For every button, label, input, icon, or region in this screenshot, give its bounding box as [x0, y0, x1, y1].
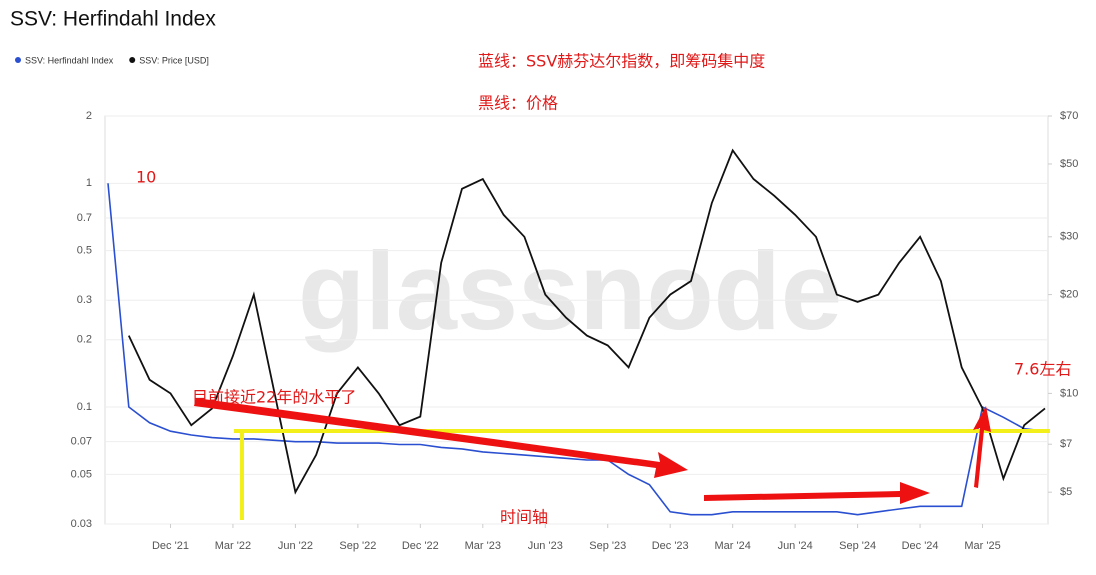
legend-marker [15, 57, 21, 63]
annotation: 目前接近22年的水平了 [192, 388, 356, 407]
y-tick-label: 0.03 [71, 518, 92, 530]
y2-tick-label: $5 [1060, 486, 1072, 498]
x-tick-label: Dec '22 [402, 540, 439, 552]
x-tick-label: Sep '23 [589, 540, 626, 552]
y2-tick-label: $10 [1060, 387, 1078, 399]
arrow [194, 398, 688, 478]
legend-label: SSV: Price [USD] [139, 55, 209, 65]
y-tick-label: 0.3 [77, 294, 92, 306]
x-tick-label: Dec '24 [902, 540, 939, 552]
y-tick-label: 2 [86, 110, 92, 122]
y-tick-label: 0.2 [77, 334, 92, 346]
y-tick-label: 0.5 [77, 245, 92, 257]
x-tick-label: Mar '23 [465, 540, 501, 552]
annotation: 10 [136, 168, 156, 187]
x-tick-label: Dec '21 [152, 540, 189, 552]
annotation: 时间轴 [500, 508, 548, 527]
x-tick-label: Mar '24 [714, 540, 750, 552]
arrow [973, 406, 991, 488]
legend-marker [129, 57, 136, 63]
y-tick-label: 1 [86, 177, 92, 189]
legend-label: SSV: Herfindahl Index [25, 55, 114, 65]
arrow [704, 482, 930, 504]
y2-tick-label: $30 [1060, 231, 1078, 243]
x-tick-label: Jun '23 [528, 540, 563, 552]
watermark: glassnode [298, 230, 842, 353]
y-tick-label: 0.07 [71, 436, 92, 448]
y-tick-label: 0.1 [77, 401, 92, 413]
chart-title: SSV: Herfindahl Index [10, 8, 216, 31]
series-line [107, 183, 1046, 516]
x-tick-label: Sep '24 [839, 540, 876, 552]
y2-tick-label: $50 [1060, 158, 1078, 170]
annotation: 7.6左右 [1014, 360, 1071, 379]
y-tick-label: 0.7 [77, 212, 92, 224]
annotation: 蓝线：SSV赫芬达尔指数，即筹码集中度 [478, 52, 765, 71]
x-tick-label: Mar '22 [215, 540, 251, 552]
series-line [127, 148, 1046, 495]
x-tick-label: Dec '23 [652, 540, 689, 552]
x-tick-label: Mar '25 [964, 540, 1000, 552]
y2-tick-label: $70 [1060, 110, 1078, 122]
y2-tick-label: $7 [1060, 438, 1072, 450]
x-tick-label: Sep '22 [339, 540, 376, 552]
y2-tick-label: $20 [1060, 288, 1078, 300]
annotation: 黑线：价格 [478, 94, 558, 113]
y-tick-label: 0.05 [71, 468, 92, 480]
x-tick-label: Jun '24 [778, 540, 813, 552]
x-tick-label: Jun '22 [278, 540, 313, 552]
